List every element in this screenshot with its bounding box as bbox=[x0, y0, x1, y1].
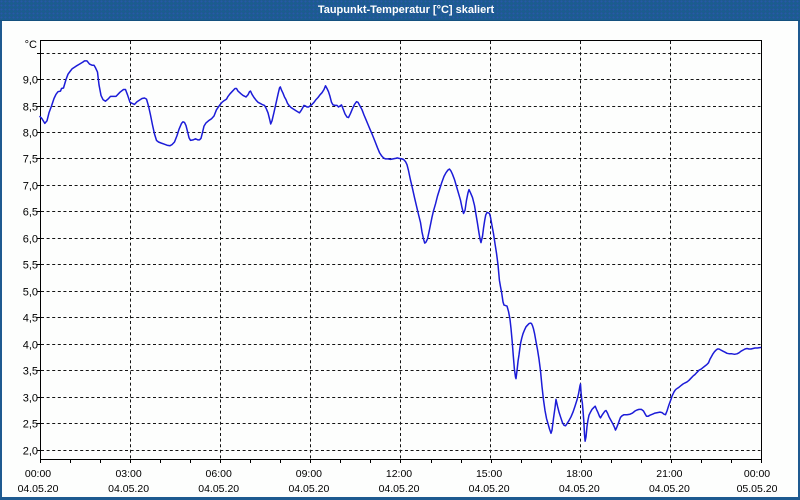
svg-text:7,5: 7,5 bbox=[23, 154, 38, 166]
svg-text:5,0: 5,0 bbox=[23, 287, 38, 299]
svg-text:5,5: 5,5 bbox=[23, 260, 38, 272]
svg-text:04.05.20: 04.05.20 bbox=[108, 483, 149, 495]
svg-text:04.05.20: 04.05.20 bbox=[288, 483, 329, 495]
svg-text:°C: °C bbox=[25, 39, 37, 51]
svg-text:8,5: 8,5 bbox=[23, 102, 38, 114]
svg-text:9,0: 9,0 bbox=[23, 75, 38, 87]
svg-text:04.05.20: 04.05.20 bbox=[198, 483, 239, 495]
svg-text:06:00: 06:00 bbox=[206, 468, 232, 480]
svg-text:00:00: 00:00 bbox=[744, 468, 770, 480]
svg-text:2,0: 2,0 bbox=[23, 446, 38, 458]
svg-text:05.05.20: 05.05.20 bbox=[737, 483, 778, 495]
svg-text:3,5: 3,5 bbox=[23, 366, 38, 378]
svg-text:18:00: 18:00 bbox=[566, 468, 592, 480]
svg-text:04.05.20: 04.05.20 bbox=[18, 483, 59, 495]
svg-text:04.05.20: 04.05.20 bbox=[379, 483, 420, 495]
svg-text:2,5: 2,5 bbox=[23, 419, 38, 431]
svg-text:04.05.20: 04.05.20 bbox=[649, 483, 690, 495]
svg-text:12:00: 12:00 bbox=[386, 468, 412, 480]
svg-text:4,0: 4,0 bbox=[23, 340, 38, 352]
svg-text:04.05.20: 04.05.20 bbox=[559, 483, 600, 495]
svg-text:09:00: 09:00 bbox=[296, 468, 322, 480]
svg-text:8,0: 8,0 bbox=[23, 128, 38, 140]
svg-text:04.05.20: 04.05.20 bbox=[469, 483, 510, 495]
svg-text:03:00: 03:00 bbox=[115, 468, 141, 480]
svg-text:3,0: 3,0 bbox=[23, 393, 38, 405]
svg-text:00:00: 00:00 bbox=[25, 468, 51, 480]
svg-text:21:00: 21:00 bbox=[656, 468, 682, 480]
svg-text:6,5: 6,5 bbox=[23, 207, 38, 219]
svg-text:15:00: 15:00 bbox=[476, 468, 502, 480]
svg-text:6,0: 6,0 bbox=[23, 234, 38, 246]
svg-text:4,5: 4,5 bbox=[23, 313, 38, 325]
svg-text:7,0: 7,0 bbox=[23, 181, 38, 193]
